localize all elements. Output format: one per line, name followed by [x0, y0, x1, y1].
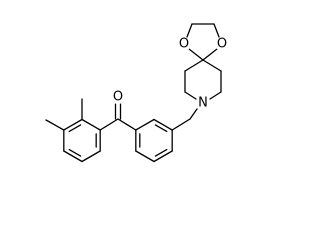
bond	[135, 118, 155, 131]
molecule-structure: O O O N	[45, 23, 229, 163]
bond	[135, 150, 155, 163]
bond	[184, 91, 197, 100]
bond	[153, 118, 173, 131]
bond	[63, 118, 83, 131]
bond	[63, 150, 83, 163]
label-backdrop	[111, 90, 125, 104]
atom-labels: O O O N	[111, 37, 229, 111]
page: O O O N (() => { const data = JSON.parse…	[45, 23, 229, 163]
bond	[202, 48, 218, 61]
label-backdrop	[177, 37, 191, 51]
bond	[186, 23, 193, 38]
bond	[188, 48, 204, 61]
bond	[189, 108, 198, 120]
label-backdrop	[196, 96, 210, 110]
bond	[81, 118, 101, 131]
bond	[171, 118, 191, 131]
bond	[154, 124, 168, 133]
bond	[68, 148, 82, 157]
atom-label: O	[113, 90, 123, 105]
bond	[81, 150, 101, 163]
bond	[154, 148, 168, 157]
bond	[213, 23, 220, 38]
bond	[99, 118, 119, 131]
label-backdrop	[215, 37, 229, 51]
atom-label: O	[217, 37, 227, 52]
bond	[153, 150, 173, 163]
bond	[45, 119, 65, 131]
bond	[117, 118, 137, 131]
bond	[202, 59, 222, 72]
bond	[184, 59, 204, 72]
bond	[68, 124, 82, 133]
bond	[209, 91, 222, 100]
bonds	[45, 23, 222, 163]
atom-label: N	[198, 96, 208, 111]
atom-label: O	[179, 37, 189, 52]
